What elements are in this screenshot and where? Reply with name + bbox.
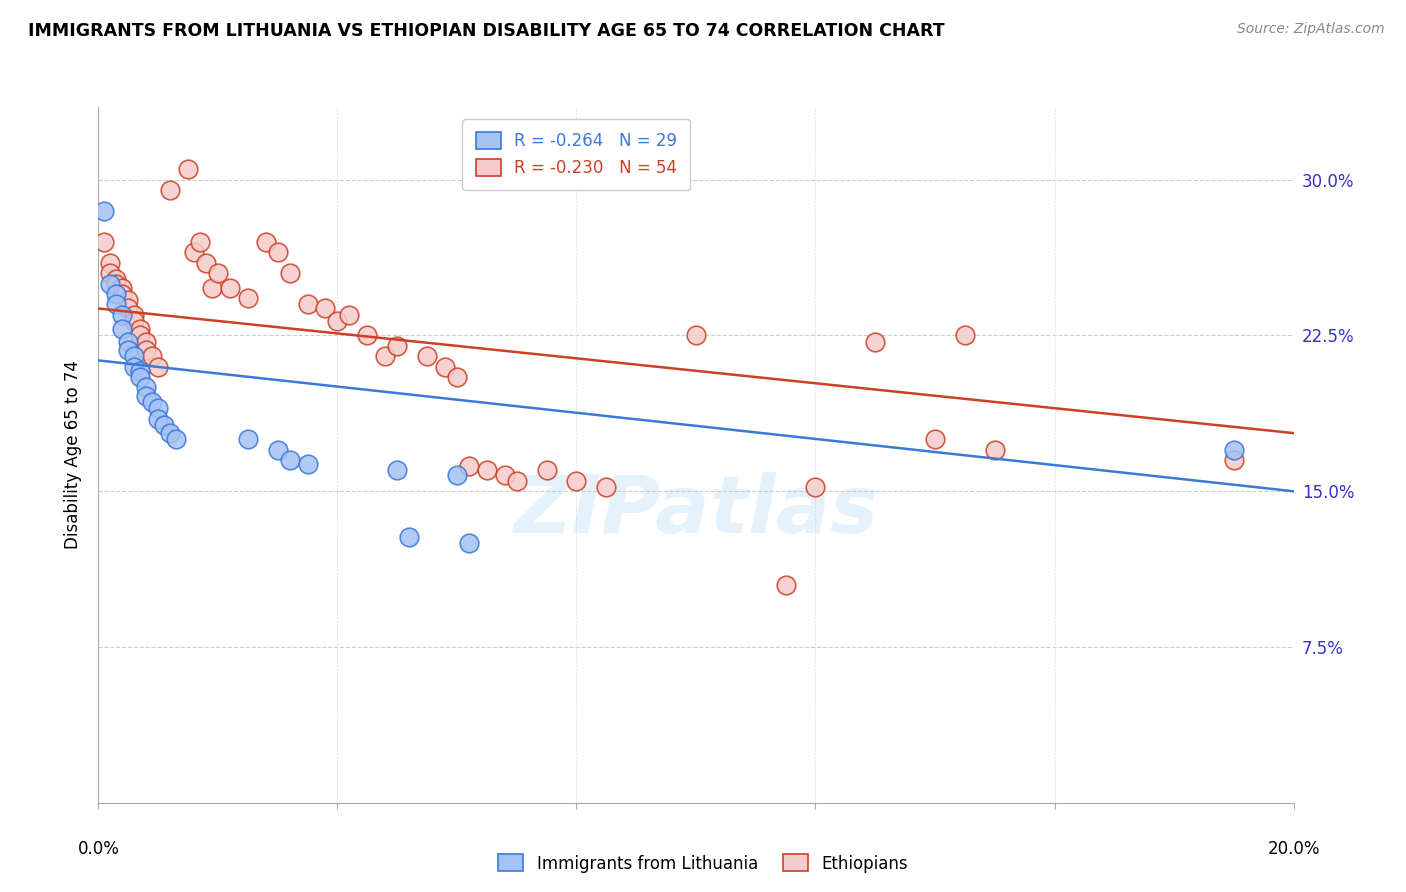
Point: [129, 364, 152, 378]
Point: [100, 266, 122, 280]
Point: [124, 359, 146, 374]
Point: [148, 359, 170, 374]
Point: [135, 343, 157, 357]
Point: [117, 343, 139, 357]
Point: [100, 256, 122, 270]
Point: [953, 328, 976, 343]
Point: [153, 417, 176, 432]
Point: [506, 474, 529, 488]
Point: [135, 380, 157, 394]
Point: [339, 308, 360, 322]
Point: [416, 349, 439, 363]
Point: [159, 426, 181, 441]
Point: [148, 401, 170, 416]
Point: [475, 463, 498, 477]
Point: [201, 281, 224, 295]
Point: [984, 442, 1007, 457]
Text: 20.0%: 20.0%: [1267, 840, 1320, 858]
Point: [117, 293, 139, 308]
Point: [129, 328, 152, 343]
Point: [100, 277, 122, 291]
Point: [159, 183, 181, 197]
Point: [117, 334, 139, 349]
Point: [135, 389, 157, 403]
Text: ZIPatlas: ZIPatlas: [513, 472, 879, 549]
Point: [458, 536, 481, 550]
Point: [267, 245, 290, 260]
Point: [565, 474, 588, 488]
Point: [165, 433, 187, 447]
Point: [93, 203, 115, 218]
Point: [124, 308, 146, 322]
Point: [148, 411, 170, 425]
Point: [177, 162, 200, 177]
Point: [129, 370, 152, 384]
Point: [105, 272, 128, 286]
Point: [135, 334, 157, 349]
Point: [385, 339, 409, 353]
Point: [374, 349, 396, 363]
Point: [685, 328, 707, 343]
Point: [141, 395, 163, 409]
Point: [494, 467, 516, 482]
Point: [236, 291, 259, 305]
Point: [315, 301, 337, 316]
Point: [219, 281, 242, 295]
Point: [356, 328, 378, 343]
Point: [297, 297, 319, 311]
Y-axis label: Disability Age 65 to 74: Disability Age 65 to 74: [65, 360, 83, 549]
Point: [398, 530, 420, 544]
Point: [458, 459, 481, 474]
Point: [385, 463, 409, 477]
Point: [105, 287, 128, 301]
Legend: R = -0.264   N = 29, R = -0.230   N = 54: R = -0.264 N = 29, R = -0.230 N = 54: [463, 119, 690, 190]
Text: Source: ZipAtlas.com: Source: ZipAtlas.com: [1237, 22, 1385, 37]
Point: [804, 480, 827, 494]
Point: [188, 235, 211, 249]
Point: [105, 277, 128, 291]
Point: [297, 457, 319, 471]
Point: [236, 433, 259, 447]
Point: [124, 349, 146, 363]
Point: [595, 480, 617, 494]
Point: [183, 245, 205, 260]
Point: [278, 266, 301, 280]
Point: [111, 322, 134, 336]
Point: [434, 359, 457, 374]
Point: [105, 297, 128, 311]
Point: [446, 467, 468, 482]
Point: [111, 287, 134, 301]
Text: 0.0%: 0.0%: [77, 840, 120, 858]
Point: [124, 314, 146, 328]
Point: [129, 322, 152, 336]
Point: [195, 256, 218, 270]
Point: [446, 370, 468, 384]
Point: [924, 433, 946, 447]
Point: [326, 314, 349, 328]
Point: [775, 578, 797, 592]
Point: [1223, 453, 1246, 467]
Text: IMMIGRANTS FROM LITHUANIA VS ETHIOPIAN DISABILITY AGE 65 TO 74 CORRELATION CHART: IMMIGRANTS FROM LITHUANIA VS ETHIOPIAN D…: [28, 22, 945, 40]
Point: [278, 453, 301, 467]
Point: [207, 266, 229, 280]
Point: [865, 334, 887, 349]
Point: [111, 308, 134, 322]
Point: [1223, 442, 1246, 457]
Point: [141, 349, 163, 363]
Point: [536, 463, 558, 477]
Point: [117, 301, 139, 316]
Point: [93, 235, 115, 249]
Point: [111, 281, 134, 295]
Point: [267, 442, 290, 457]
Point: [254, 235, 277, 249]
Legend: Immigrants from Lithuania, Ethiopians: Immigrants from Lithuania, Ethiopians: [492, 847, 914, 880]
